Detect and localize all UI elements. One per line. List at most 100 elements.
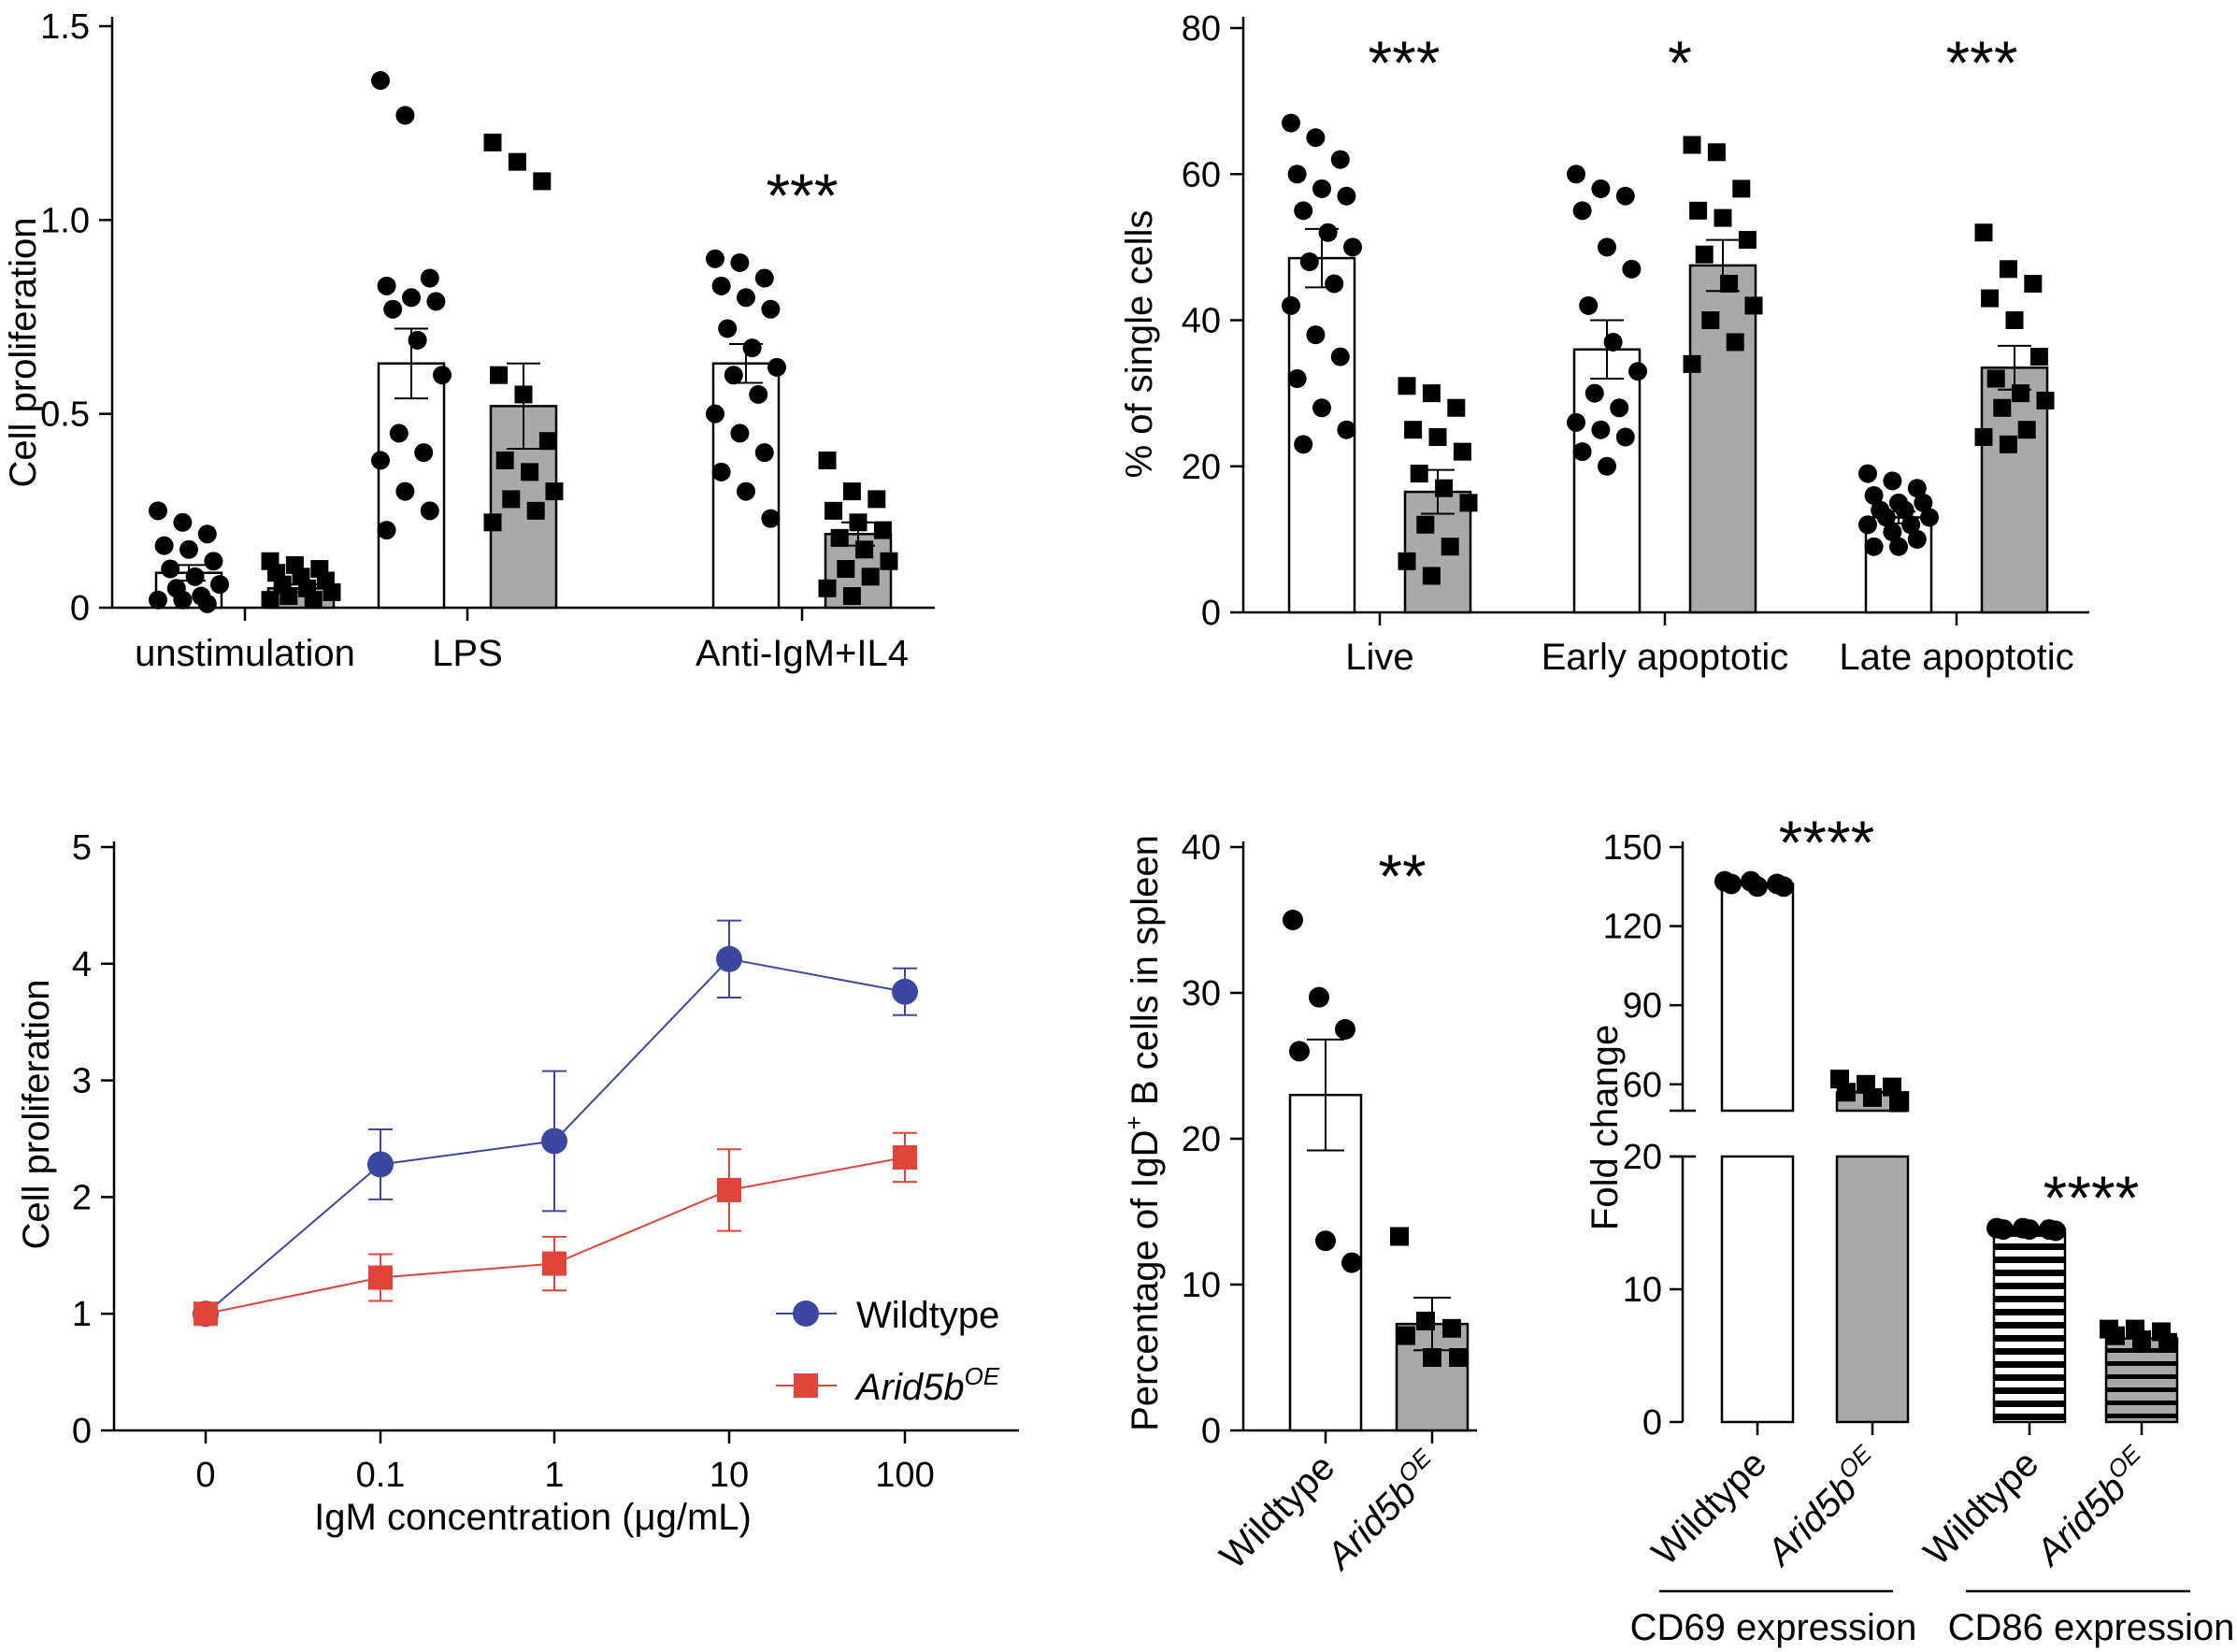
panel-b-single-cells-chart: % of single cells 0 20 40 60 80 Live *** Early … bbox=[1119, 9, 2089, 678]
panel-b-point bbox=[1398, 377, 1416, 395]
panel-b-point bbox=[1999, 260, 2017, 279]
panel-b-bar bbox=[1688, 264, 1757, 614]
panel-b-significance: *** bbox=[1945, 28, 2017, 97]
panel-a-point bbox=[711, 462, 731, 481]
panel-e-y-tick-label: 0 bbox=[1642, 1403, 1662, 1443]
panel-e-point bbox=[1883, 1077, 1901, 1097]
panel-a-point bbox=[730, 252, 750, 272]
panel-a-point bbox=[483, 513, 502, 532]
panel-d-point bbox=[1289, 1041, 1310, 1062]
panel-d-significance: ** bbox=[1378, 841, 1426, 911]
panel-c-y-tick-label: 4 bbox=[72, 945, 92, 984]
panel-e-x-tick-label-name: Wildtype bbox=[1644, 1443, 1775, 1573]
panel-a-point bbox=[861, 567, 880, 586]
legend-label-arid5b-sup: OE bbox=[965, 1362, 1000, 1390]
panel-a-point bbox=[842, 587, 861, 606]
panel-b-point bbox=[1306, 128, 1326, 148]
panel-a-point bbox=[742, 338, 762, 358]
panel-e-x-tick-label-name: Arid5b bbox=[1758, 1468, 1865, 1574]
panel-a-point bbox=[526, 501, 545, 520]
panel-b-y-tick-label: 40 bbox=[1182, 302, 1221, 341]
panel-b-point bbox=[1615, 427, 1635, 447]
panel-b-point bbox=[1726, 333, 1744, 352]
panel-b-point bbox=[1567, 412, 1585, 432]
panel-c-x-tick-label: 0 bbox=[195, 1456, 215, 1495]
panel-a-proliferation-chart: Cell proliferation 0 0.5 1.0 1.5 unstimulati… bbox=[3, 7, 935, 674]
panel-b-point bbox=[1287, 369, 1307, 388]
panel-e-x-tick-label: Arid5bOE bbox=[2024, 1439, 2159, 1574]
panel-b-y-tick-label: 20 bbox=[1182, 448, 1221, 487]
panel-b-point bbox=[1404, 421, 1423, 439]
panel-a-x-tick-label: LPS bbox=[432, 633, 503, 674]
panel-b-point bbox=[1610, 398, 1629, 418]
panel-a-y-axis-label: Cell proliferation bbox=[3, 217, 44, 487]
panel-a-point bbox=[204, 552, 223, 571]
panel-c-point-arid5b-oe bbox=[717, 1177, 741, 1202]
panel-b-point bbox=[1294, 201, 1313, 221]
panel-a-point bbox=[149, 501, 167, 521]
panel-b-point bbox=[1858, 464, 1877, 483]
panel-d-point bbox=[1397, 1326, 1415, 1345]
panel-b-point bbox=[1591, 179, 1611, 198]
panel-a-point bbox=[767, 357, 786, 377]
panel-e-x-tick-label-name: Arid5b bbox=[2028, 1468, 2134, 1574]
panel-b-point bbox=[1695, 245, 1714, 264]
panel-e-point bbox=[1721, 873, 1742, 895]
panel-c-legend: Wildtype Arid5bOE bbox=[776, 1295, 1000, 1408]
panel-c-point-arid5b-oe bbox=[893, 1144, 917, 1170]
panel-b-point bbox=[1974, 223, 1993, 242]
panel-d-x-tick-label: Arid5bOE bbox=[1314, 1443, 1450, 1578]
panel-a-point bbox=[420, 268, 439, 288]
panel-a-point bbox=[761, 509, 781, 528]
panel-a-point bbox=[749, 384, 768, 404]
panel-b-point bbox=[1318, 223, 1338, 242]
panel-c-x-tick-label: 1 bbox=[544, 1456, 564, 1495]
panel-a-point bbox=[323, 582, 341, 601]
panel-b-point bbox=[1585, 383, 1604, 403]
panel-b-point bbox=[2017, 421, 2036, 439]
panel-b-point bbox=[2029, 348, 2048, 366]
panel-a-point bbox=[304, 591, 323, 610]
panel-b-point bbox=[1883, 471, 1902, 491]
panel-b-point bbox=[1914, 493, 1933, 512]
panel-b-point bbox=[1410, 465, 1428, 483]
panel-b-point bbox=[1422, 384, 1441, 403]
panel-e-point bbox=[2045, 1220, 2066, 1242]
panel-a-point bbox=[483, 133, 502, 151]
panel-a-point bbox=[197, 524, 217, 544]
panel-c-point-wildtype bbox=[716, 945, 742, 972]
panel-b-point bbox=[1459, 494, 1478, 512]
panel-c-y-axis-label: Cell proliferation bbox=[16, 979, 57, 1249]
panel-b-point bbox=[1325, 274, 1344, 294]
panel-a-point bbox=[408, 330, 427, 350]
panel-d-y-tick-label: 20 bbox=[1182, 1120, 1221, 1159]
panel-b-point bbox=[1572, 442, 1592, 462]
panel-e-x-tick-label-name: Wildtype bbox=[1916, 1443, 2047, 1573]
panel-a-point bbox=[149, 590, 167, 610]
panel-b-point bbox=[1294, 435, 1313, 454]
legend-label-arid5b-oe: Arid5bOE bbox=[854, 1362, 1000, 1408]
panel-a-point bbox=[154, 536, 174, 555]
panel-a-point bbox=[261, 591, 280, 610]
panel-d-y-axis-label: Percentage of IgD+ B cells in spleen bbox=[1120, 835, 1166, 1431]
panel-c-x-axis-label: IgM concentration (μg/mL) bbox=[314, 1497, 752, 1538]
panel-b-x-tick-label: Live bbox=[1345, 637, 1413, 678]
panel-b-point bbox=[1864, 486, 1884, 505]
panel-b-point bbox=[1337, 420, 1356, 439]
panel-a-y-tick-label: 1.5 bbox=[40, 7, 90, 47]
panel-e-point bbox=[1773, 876, 1794, 898]
panel-b-point bbox=[1343, 237, 1362, 257]
panel-a-point bbox=[185, 567, 205, 586]
panel-c-point-arid5b-oe bbox=[542, 1251, 566, 1276]
panel-b-point bbox=[1864, 537, 1884, 556]
panel-a-point bbox=[173, 512, 193, 532]
panel-b-point bbox=[2024, 274, 2043, 293]
panel-b-point bbox=[1876, 508, 1896, 527]
panel-a-point bbox=[706, 404, 724, 424]
panel-a-point bbox=[545, 482, 564, 501]
panel-b-point bbox=[1579, 295, 1599, 315]
panel-d-point bbox=[1390, 1227, 1409, 1246]
panel-d-point bbox=[1283, 910, 1303, 930]
panel-a-x-tick-label: Anti-IgM+IL4 bbox=[695, 633, 909, 674]
